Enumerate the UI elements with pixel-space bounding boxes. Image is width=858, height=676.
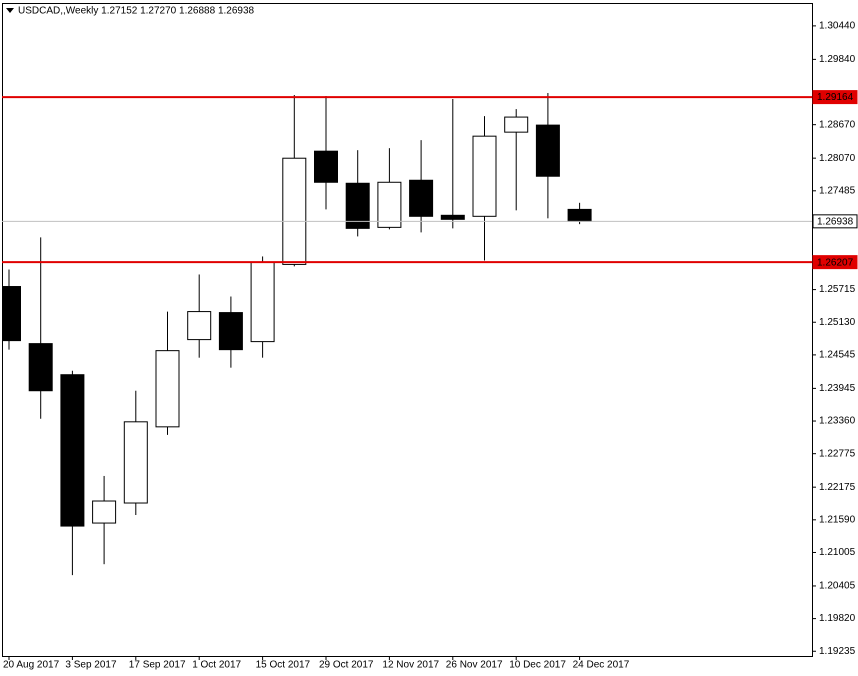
level-label-box (812, 214, 858, 229)
candle-body (504, 116, 529, 133)
y-tick-label: 1.24545 (819, 350, 856, 361)
candle-body (60, 374, 85, 527)
x-tick-label: 29 Oct 2017 (319, 660, 374, 671)
candle-body (345, 182, 370, 229)
y-tick-label: 1.28070 (819, 153, 856, 164)
candle-body (187, 311, 212, 341)
menu-arrow (6, 8, 14, 13)
candle-body (472, 135, 497, 217)
y-tick-label: 1.19820 (819, 613, 856, 624)
y-tick-label: 1.22175 (819, 482, 856, 493)
y-tick-label: 1.22775 (819, 448, 856, 459)
candle-body (123, 421, 148, 504)
candle-body (535, 124, 560, 177)
candle-body (92, 500, 117, 524)
y-tick-label: 1.29840 (819, 54, 856, 65)
x-tick-label: 10 Dec 2017 (509, 660, 566, 671)
candle-body (250, 261, 275, 343)
level-label: 1.26938 (817, 216, 854, 227)
candle-body (218, 312, 243, 351)
y-tick-label: 1.21005 (819, 547, 856, 558)
y-tick-label: 1.20405 (819, 581, 856, 592)
x-tick-label: 15 Oct 2017 (256, 660, 311, 671)
level-label-box (812, 90, 858, 105)
level-label: 1.26207 (817, 257, 854, 268)
candle-body (28, 343, 53, 392)
candle-body (282, 157, 307, 265)
x-tick-label: 20 Aug 2017 (3, 660, 60, 671)
y-tick-label: 1.23360 (819, 416, 856, 427)
y-tick-label: 1.23945 (819, 383, 856, 394)
candle-body (155, 350, 180, 428)
candle-body (440, 214, 465, 220)
y-tick-label: 1.28670 (819, 119, 856, 130)
y-tick-label: 1.19235 (819, 646, 856, 657)
y-tick-label: 1.25130 (819, 317, 856, 328)
candle-body (314, 150, 338, 183)
x-tick-label: 1 Oct 2017 (192, 660, 241, 671)
level-label: 1.29164 (817, 92, 854, 103)
candle-body (567, 208, 592, 222)
x-tick-label: 24 Dec 2017 (573, 660, 630, 671)
candle-body (2, 286, 21, 342)
y-tick-label: 1.21590 (819, 514, 856, 525)
plot-area (2, 93, 812, 576)
y-tick-label: 1.25715 (819, 284, 856, 295)
x-tick-label: 3 Sep 2017 (65, 660, 117, 671)
plot-frame (2, 3, 813, 657)
x-tick-label: 17 Sep 2017 (129, 660, 186, 671)
x-tick-label: 12 Nov 2017 (382, 660, 439, 671)
y-tick-label: 1.27485 (819, 185, 856, 196)
level-label-box (812, 255, 858, 270)
candle-body (377, 181, 402, 228)
chart-title: USDCAD,,Weekly 1.27152 1.27270 1.26888 1… (18, 6, 255, 17)
candle-body (409, 179, 434, 217)
y-tick-label: 1.30440 (819, 21, 856, 32)
x-tick-label: 26 Nov 2017 (446, 660, 503, 671)
